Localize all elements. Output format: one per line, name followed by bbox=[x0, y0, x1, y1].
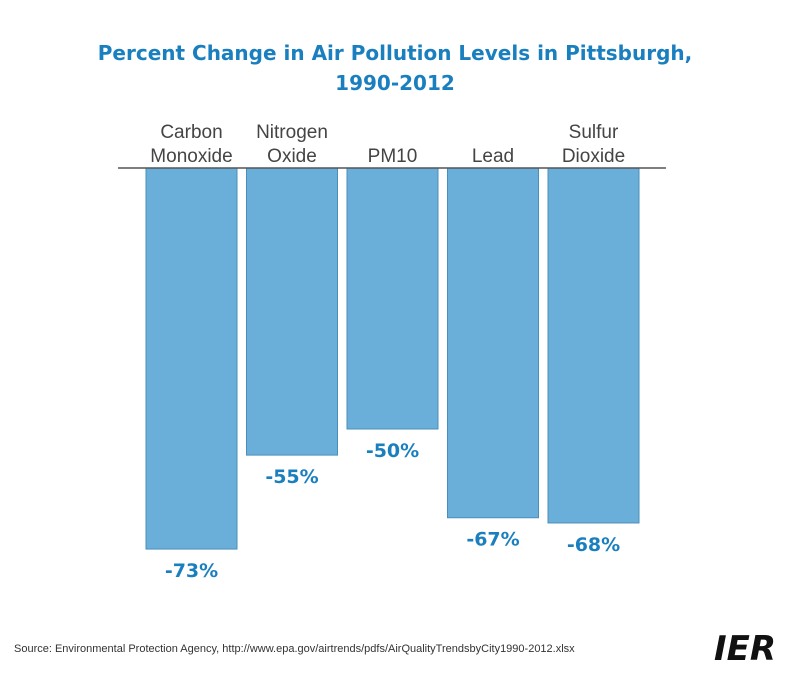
chart-title: Percent Change in Air Pollution Levels i… bbox=[98, 41, 692, 65]
category-label-3-0: Lead bbox=[472, 146, 514, 167]
category-label-0-0: Carbon bbox=[160, 122, 222, 143]
category-label-1-0: Nitrogen bbox=[256, 122, 328, 143]
source-note: Source: Environmental Protection Agency,… bbox=[14, 643, 575, 655]
category-label-0-1: Monoxide bbox=[150, 146, 232, 167]
category-label-4-0: Sulfur bbox=[569, 122, 619, 143]
value-label-2: -50% bbox=[366, 440, 419, 462]
value-label-3: -67% bbox=[466, 529, 519, 551]
bar-3 bbox=[447, 167, 539, 519]
bar-2 bbox=[346, 167, 439, 430]
bar-0 bbox=[145, 167, 238, 550]
bars-group: Carbon Monoxide -73% Nitrogen Oxide -55% PM10 -… bbox=[145, 122, 640, 582]
category-label-2-0: PM10 bbox=[368, 146, 418, 167]
ier-logo: IER bbox=[714, 629, 776, 669]
bar-4 bbox=[547, 167, 640, 524]
value-label-1: -55% bbox=[265, 466, 318, 488]
value-label-0: -73% bbox=[165, 560, 218, 582]
value-label-4: -68% bbox=[567, 534, 620, 556]
category-label-4-1: Dioxide bbox=[562, 146, 625, 167]
chart-subtitle: 1990-2012 bbox=[335, 71, 455, 95]
category-label-1-1: Oxide bbox=[267, 146, 317, 167]
bar-1 bbox=[246, 167, 338, 456]
